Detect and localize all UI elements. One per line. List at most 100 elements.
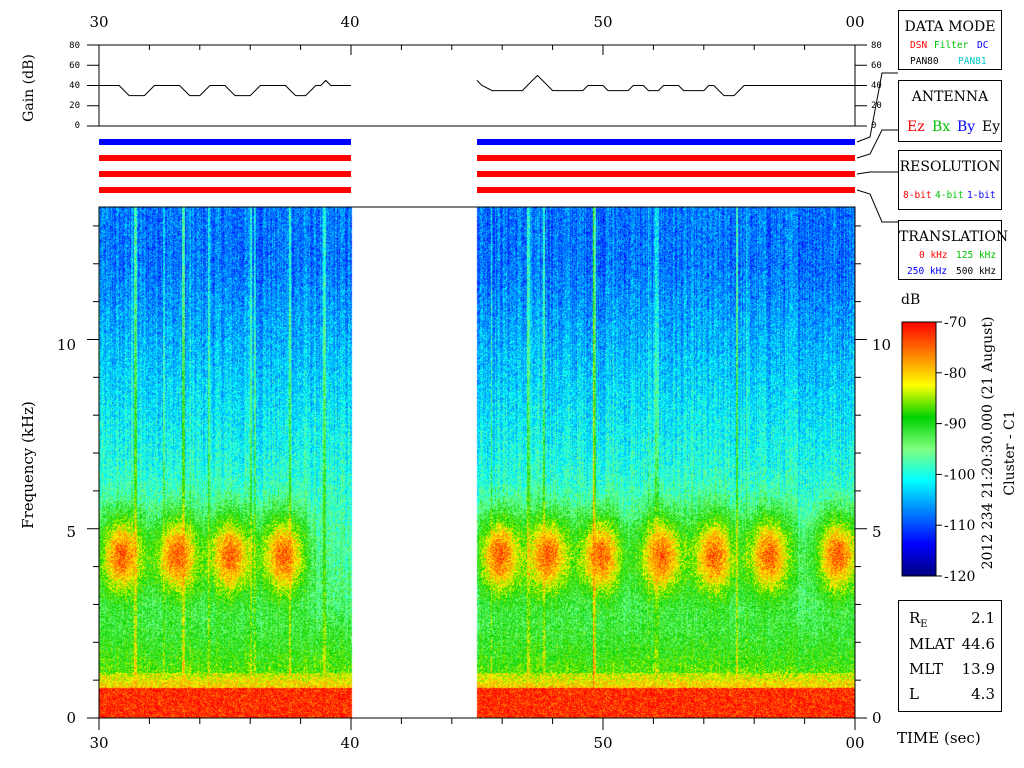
legend-pan80: PAN80 xyxy=(910,56,939,67)
legend-pointers xyxy=(856,72,898,223)
gain-ylabel: Gain (dB) xyxy=(21,54,37,122)
status-bar-antenna xyxy=(99,155,351,161)
gain-right-tick-80: 80 xyxy=(871,41,882,51)
ephemeris-box: RE 2.1 MLAT 44.6 MLT 13.9 L 4.3 xyxy=(898,600,1002,712)
gain-tick-60: 60 xyxy=(69,61,80,71)
pointer-data-mode xyxy=(856,72,898,143)
spectrogram-ticks xyxy=(87,225,867,730)
bottom-tick-00: 00 xyxy=(845,734,864,752)
re-label-text: R xyxy=(909,609,921,627)
spectrogram-frame xyxy=(98,206,856,719)
re-label-sub: E xyxy=(920,619,928,630)
colorbar-ticklabel: -90 xyxy=(944,417,967,433)
legend-translation: TRANSLATION 0 kHz 125 kHz 250 kHz 500 kH… xyxy=(898,220,1009,280)
legend-data-mode: DATA MODE DSN Filter DC PAN80 PAN81 xyxy=(898,10,1002,70)
freq-tick-0: 0 xyxy=(66,709,76,727)
pointer-antenna xyxy=(856,129,898,159)
colorbar-ticklabel: -70 xyxy=(944,315,967,331)
gain-right-tick-0: 0 xyxy=(871,121,876,131)
gain-tick-20: 20 xyxy=(69,101,80,111)
status-bar-translation xyxy=(477,187,855,193)
legend-0khz: 0 kHz xyxy=(919,250,948,261)
bottom-tick-40: 40 xyxy=(340,734,359,752)
legend-data-mode-title: DATA MODE xyxy=(904,19,996,35)
top-time-ticklabels: 30 40 50 00 xyxy=(89,13,864,31)
status-bar-resolution xyxy=(99,171,351,177)
colorbar: dB -70 -80 -90 -100 -110 -120 xyxy=(901,292,975,585)
legend-dsn: DSN xyxy=(910,40,928,51)
status-bar-resolution xyxy=(477,171,855,177)
colorbar-ticklabel: -80 xyxy=(944,366,967,382)
spectrogram-panel: 0 5 10 0 5 10 Frequency (kHz) xyxy=(19,206,891,730)
legend-ey: Ey xyxy=(982,119,1001,135)
top-tick-50: 50 xyxy=(593,13,612,31)
timestamp-label: 2012 234 21:20:30.000 (21 August) xyxy=(980,317,996,570)
legend-translation-title: TRANSLATION xyxy=(899,229,1009,245)
gain-tick-0: 0 xyxy=(75,121,80,131)
gain-panel: 80 60 40 20 0 80 60 40 20 0 Gain (dB) xyxy=(21,41,882,131)
l-value: 4.3 xyxy=(971,685,995,703)
gain-curve xyxy=(99,79,351,97)
re-label: RE xyxy=(909,609,928,630)
legend-1bit: 1-bit xyxy=(967,190,996,201)
legend-8bit: 8-bit xyxy=(903,190,932,201)
colorbar-ticklabel: -110 xyxy=(944,518,975,534)
legend-ez: Ez xyxy=(907,119,925,135)
status-bar-data-mode xyxy=(477,139,855,145)
status-bar-antenna xyxy=(477,155,855,161)
spectrogram-image xyxy=(99,207,855,718)
gain-right-ticklabels: 80 60 40 20 0 xyxy=(871,41,882,131)
gain-right-tick-40: 40 xyxy=(871,81,882,91)
freq-right-tick-0: 0 xyxy=(872,709,882,727)
legend-4bit: 4-bit xyxy=(935,190,964,201)
mlt-label: MLT xyxy=(909,660,944,678)
gain-right-tick-60: 60 xyxy=(871,61,882,71)
re-value: 2.1 xyxy=(971,609,995,627)
gain-right-tick-20: 20 xyxy=(871,101,882,111)
colorbar-gradient xyxy=(901,321,937,577)
pointer-resolution xyxy=(856,171,898,175)
pointer-translation xyxy=(856,189,898,223)
legend-pan81: PAN81 xyxy=(958,56,987,67)
bottom-tick-50: 50 xyxy=(593,734,612,752)
spacecraft-label: Cluster - C1 xyxy=(1002,410,1018,495)
gain-curve xyxy=(476,74,855,97)
status-bars xyxy=(99,139,855,193)
legend-dc: DC xyxy=(977,40,989,51)
freq-right-ticklabels: 0 5 10 xyxy=(872,336,891,727)
top-tick-00: 00 xyxy=(845,13,864,31)
legend-125khz: 125 kHz xyxy=(956,250,997,261)
colorbar-label: dB xyxy=(901,292,920,308)
status-bar-translation xyxy=(99,187,351,193)
legend-bx: Bx xyxy=(932,119,951,135)
legend-filter: Filter xyxy=(934,40,969,51)
mlat-label: MLAT xyxy=(909,635,955,653)
legend-by: By xyxy=(957,119,976,135)
freq-left-ticklabels: 0 5 10 xyxy=(57,336,76,727)
time-axis-label: TIME (sec) xyxy=(897,729,981,747)
freq-tick-10: 10 xyxy=(57,336,76,354)
l-label: L xyxy=(909,685,919,703)
legend-antenna-title: ANTENNA xyxy=(911,89,989,105)
mlt-value: 13.9 xyxy=(961,660,995,678)
gain-left-ticklabels: 80 60 40 20 0 xyxy=(69,41,80,131)
legend-resolution-title: RESOLUTION xyxy=(899,159,1001,175)
colorbar-ticklabel: -120 xyxy=(944,569,975,585)
freq-tick-5: 5 xyxy=(66,523,76,541)
gain-tick-80: 80 xyxy=(69,41,80,51)
freq-right-tick-5: 5 xyxy=(872,523,882,541)
freq-right-tick-10: 10 xyxy=(872,336,891,354)
gain-panel-ticks xyxy=(87,44,867,127)
colorbar-ticklabel: -100 xyxy=(944,467,975,483)
legend-250khz: 250 kHz xyxy=(907,266,948,277)
gain-curves xyxy=(99,74,855,97)
legend-500khz: 500 kHz xyxy=(956,266,997,277)
legend-resolution: RESOLUTION 8-bit 4-bit 1-bit xyxy=(898,150,1002,210)
bottom-tick-30: 30 xyxy=(89,734,108,752)
mlat-value: 44.6 xyxy=(961,635,995,653)
legend-antenna: ANTENNA Ez Bx By Ey xyxy=(898,80,1002,142)
gain-tick-40: 40 xyxy=(69,81,80,91)
top-tick-40: 40 xyxy=(340,13,359,31)
freq-ylabel: Frequency (kHz) xyxy=(19,401,37,529)
